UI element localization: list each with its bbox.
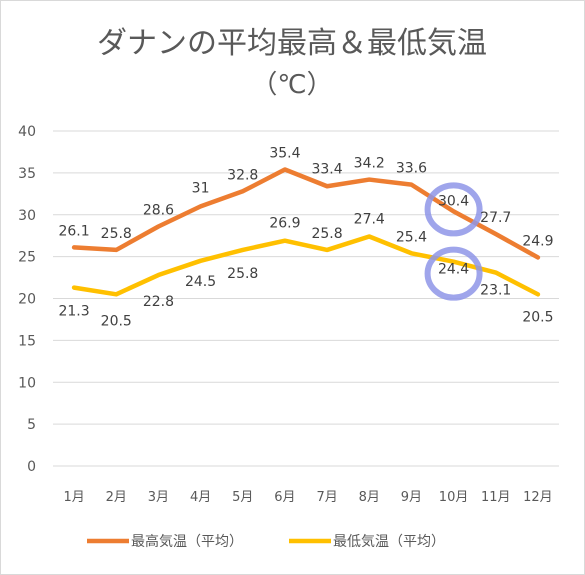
chart-subtitle: （℃） bbox=[251, 70, 332, 100]
chart-title: ダナンの平均最高＆最低気温 bbox=[97, 26, 487, 61]
y-tick-label: 0 bbox=[27, 459, 36, 475]
legend-label: 最高気温（平均） bbox=[131, 533, 243, 550]
x-tick-label: 3月 bbox=[148, 490, 169, 505]
x-tick-label: 7月 bbox=[316, 490, 337, 505]
y-tick-label: 35 bbox=[18, 166, 36, 182]
x-tick-label: 9月 bbox=[401, 490, 422, 505]
annotations bbox=[424, 182, 483, 301]
data-labels: 26.1 25.8 28.6 31 32.8 35.4 33.4 34.2 33.6 30.4 27… bbox=[58, 146, 553, 330]
x-tick-label: 12月 bbox=[523, 490, 553, 505]
data-label: 27.4 bbox=[354, 212, 385, 228]
legend-label: 最低気温（平均） bbox=[333, 534, 445, 550]
x-tick-label: 1月 bbox=[63, 490, 84, 505]
x-tick-label: 5月 bbox=[232, 490, 253, 505]
data-label: 20.5 bbox=[522, 309, 553, 325]
y-tick-label: 5 bbox=[27, 417, 36, 433]
data-label: 26.9 bbox=[269, 216, 300, 232]
data-label: 32.8 bbox=[227, 167, 258, 183]
x-tick-label: 10月 bbox=[439, 490, 469, 505]
series-lines bbox=[71, 167, 541, 297]
series-line-max bbox=[71, 167, 541, 260]
data-label: 21.3 bbox=[58, 304, 89, 320]
data-label: 20.5 bbox=[101, 313, 132, 329]
data-label: 26.1 bbox=[58, 223, 89, 239]
x-tick-label: 4月 bbox=[190, 490, 211, 505]
data-label: 33.4 bbox=[311, 161, 342, 177]
data-label: 25.8 bbox=[311, 226, 342, 242]
highlight-circle bbox=[424, 182, 483, 237]
y-tick-label: 25 bbox=[18, 250, 36, 266]
y-tick-label: 20 bbox=[18, 292, 36, 308]
gridlines bbox=[53, 130, 559, 467]
data-label: 30.4 bbox=[438, 193, 469, 209]
data-label: 33.6 bbox=[396, 161, 427, 177]
x-tick-label: 6月 bbox=[274, 490, 295, 505]
y-tick-label: 40 bbox=[18, 124, 36, 140]
legend: 最高気温（平均） 最低気温（平均） bbox=[87, 533, 445, 550]
x-tick-label: 11月 bbox=[481, 490, 511, 505]
data-label: 24.5 bbox=[185, 274, 216, 290]
data-label: 25.8 bbox=[101, 226, 132, 242]
data-label: 27.7 bbox=[480, 210, 511, 226]
y-axis: 0 5 10 15 20 25 30 35 40 bbox=[18, 124, 36, 475]
data-label: 22.8 bbox=[143, 294, 174, 310]
y-tick-label: 15 bbox=[18, 333, 36, 349]
y-tick-label: 30 bbox=[18, 208, 36, 224]
data-label: 24.9 bbox=[522, 233, 553, 249]
data-label: 28.6 bbox=[143, 202, 174, 218]
x-axis: 1月 2月 3月 4月 5月 6月 7月 8月 9月 10月 11月 12月 bbox=[63, 490, 552, 505]
data-label: 34.2 bbox=[354, 156, 385, 172]
series-line-min bbox=[71, 234, 541, 297]
data-label: 25.8 bbox=[227, 266, 258, 282]
data-label: 31 bbox=[192, 180, 210, 196]
data-label: 25.4 bbox=[396, 229, 427, 245]
y-tick-label: 10 bbox=[18, 375, 36, 391]
data-label: 24.4 bbox=[438, 262, 469, 278]
x-tick-label: 2月 bbox=[106, 490, 127, 505]
data-label: 23.1 bbox=[480, 283, 511, 299]
data-label: 35.4 bbox=[269, 146, 300, 162]
x-tick-label: 8月 bbox=[359, 490, 380, 505]
highlight-circle bbox=[424, 246, 483, 301]
